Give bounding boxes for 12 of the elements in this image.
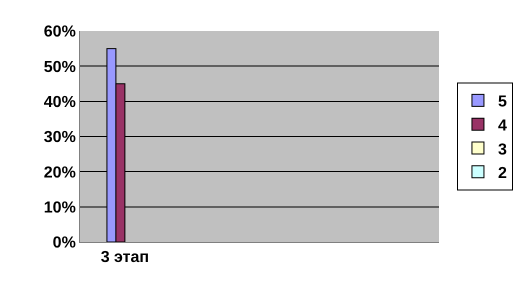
y-tick-label: 60% bbox=[44, 24, 76, 41]
y-tick-label: 30% bbox=[44, 129, 76, 146]
y-tick-label: 0% bbox=[52, 234, 76, 252]
legend-label: 3 bbox=[498, 141, 507, 158]
y-tick-label: 20% bbox=[44, 164, 76, 182]
y-tick-label: 40% bbox=[44, 94, 76, 111]
legend-label: 2 bbox=[498, 165, 507, 182]
legend-label: 4 bbox=[498, 117, 507, 134]
y-tick-label: 50% bbox=[44, 58, 76, 76]
legend-label: 5 bbox=[498, 94, 507, 111]
x-tick-label: 3 этап bbox=[100, 249, 150, 266]
y-tick-label: 10% bbox=[44, 199, 76, 216]
